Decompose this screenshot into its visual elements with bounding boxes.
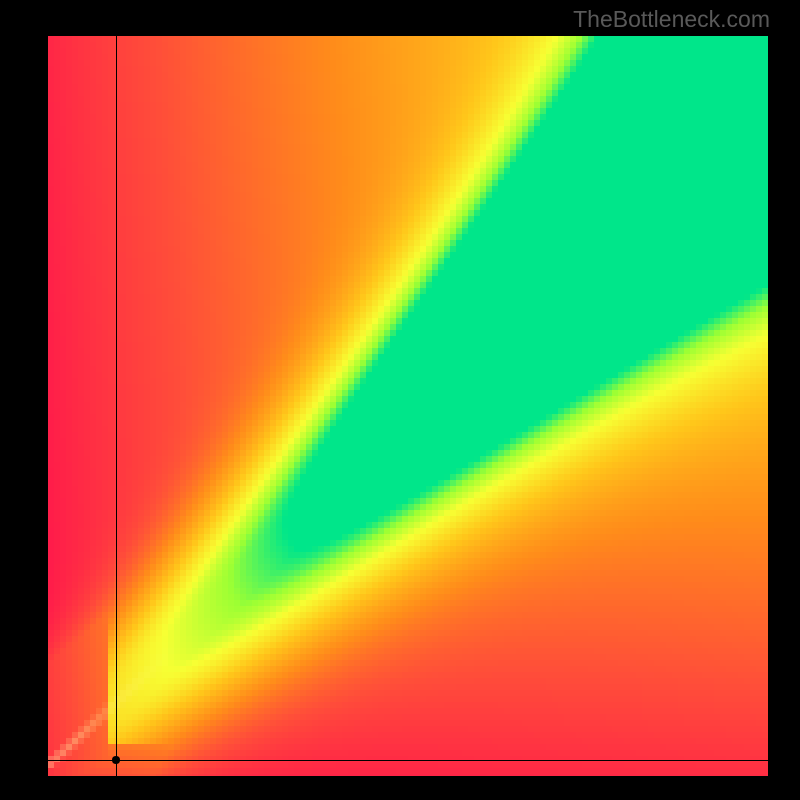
heatmap-canvas: [48, 36, 768, 776]
chart-container: TheBottleneck.com: [0, 0, 800, 800]
watermark-text: TheBottleneck.com: [573, 6, 770, 33]
heatmap-plot: [48, 36, 768, 776]
